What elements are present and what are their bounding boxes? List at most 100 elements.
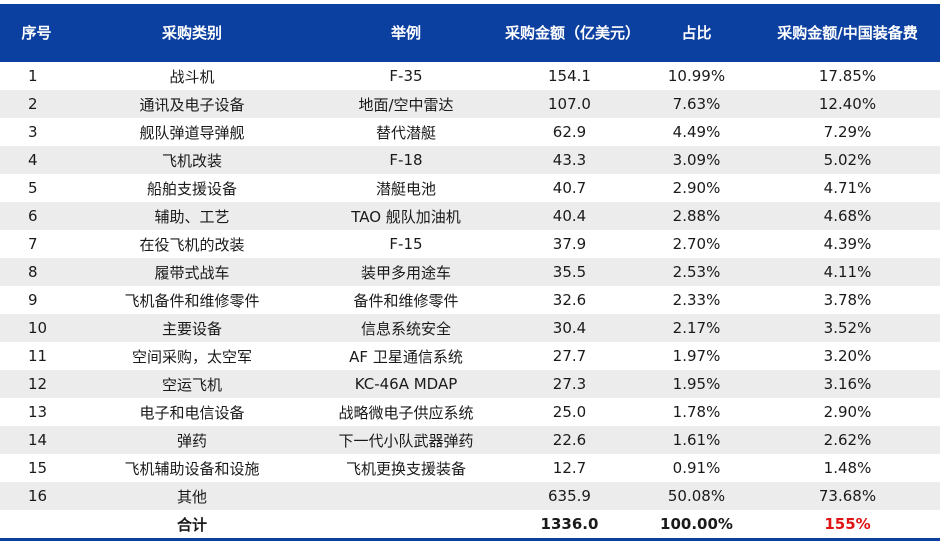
table-row: 13 电子和电信设备 战略微电子供应系统 25.0 1.78% 2.90%: [0, 398, 940, 426]
row-category: 辅助、工艺: [73, 202, 311, 230]
row-example: 下一代小队武器弹药: [311, 426, 501, 454]
total-index-cell: [0, 510, 73, 541]
row-amount: 62.9: [552, 123, 587, 141]
row-category: 主要设备: [73, 314, 311, 342]
row-ratio: 4.68%: [755, 202, 940, 230]
row-category: 飞机改装: [73, 146, 311, 174]
table-row: 10 主要设备 信息系统安全 30.4 2.17% 3.52%: [0, 314, 940, 342]
total-share: 100.00%: [638, 510, 755, 541]
header-amount: 采购金额（亿美元）: [501, 4, 640, 62]
table-body: 1 战斗机 F-35 154.1 10.99% 17.85% 2 通讯及电子设备 地面/空中雷达…: [0, 62, 940, 541]
row-category: 空运飞机: [73, 370, 311, 398]
row-amount: 27.7: [552, 347, 587, 365]
table-header: 序号 采购类别 举例 采购金额（亿美元） 占比 采购金额/中国装备费: [0, 4, 940, 62]
row-example: 装甲多用途车: [311, 258, 501, 286]
total-ratio: 155%: [755, 510, 940, 541]
row-category: 其他: [73, 482, 311, 510]
row-share: 2.53%: [638, 258, 755, 286]
table-row: 9 飞机备件和维修零件 备件和维修零件 32.6 2.33% 3.78%: [0, 286, 940, 314]
row-amount: 635.9: [501, 482, 638, 510]
row-example: [311, 482, 501, 510]
row-index: 3: [28, 123, 38, 141]
row-category: 通讯及电子设备: [73, 90, 311, 118]
table-row: 8 履带式战车 装甲多用途车 35.5 2.53% 4.11%: [0, 258, 940, 286]
row-ratio: 3.20%: [823, 347, 872, 365]
row-amount: 37.9: [552, 235, 587, 253]
row-example: 信息系统安全: [311, 314, 501, 342]
total-amount: 1336.0: [501, 510, 638, 541]
row-index: 14: [0, 426, 73, 454]
table-row: 14 弹药 下一代小队武器弹药 22.6 1.61% 2.62%: [0, 426, 940, 454]
row-ratio: 5.02%: [755, 146, 940, 174]
table-row: 4 飞机改装 F-18 43.3 3.09% 5.02%: [0, 146, 940, 174]
row-category: 履带式战车: [73, 258, 311, 286]
row-category: 船舶支援设备: [146, 179, 237, 198]
table-row: 7 在役飞机的改装 F-15 37.9 2.70% 4.39%: [0, 230, 940, 258]
row-category: 舰队弹道导弹舰: [139, 123, 245, 142]
row-category: 飞机辅助设备和设施: [124, 459, 260, 478]
row-example: 潜艇电池: [375, 179, 436, 198]
total-example-cell: [311, 510, 501, 541]
row-category: 飞机备件和维修零件: [124, 291, 260, 310]
row-example: F-35: [389, 67, 423, 85]
row-share: 10.99%: [667, 67, 726, 85]
row-share: 50.08%: [638, 482, 755, 510]
table-row: 16 其他 635.9 50.08% 73.68%: [0, 482, 940, 510]
row-index: 10: [0, 314, 73, 342]
row-ratio: 3.16%: [755, 370, 940, 398]
row-example: F-18: [311, 146, 501, 174]
row-example: 战略微电子供应系统: [338, 403, 474, 422]
table-row: 5 船舶支援设备 潜艇电池 40.7 2.90% 4.71%: [0, 174, 940, 202]
row-ratio: 2.90%: [823, 403, 872, 421]
table-row: 6 辅助、工艺 TAO 舰队加油机 40.4 2.88% 4.68%: [0, 202, 940, 230]
table-row: 1 战斗机 F-35 154.1 10.99% 17.85%: [0, 62, 940, 90]
table-row: 12 空运飞机 KC-46A MDAP 27.3 1.95% 3.16%: [0, 370, 940, 398]
row-example: 备件和维修零件: [353, 291, 459, 310]
row-index: 1: [28, 67, 38, 85]
row-index: 5: [28, 179, 38, 197]
row-index: 16: [0, 482, 73, 510]
row-example: 地面/空中雷达: [311, 90, 501, 118]
row-example: 飞机更换支援装备: [345, 459, 466, 478]
total-row: 合计 1336.0 100.00% 155%: [0, 510, 940, 541]
row-category: 电子和电信设备: [139, 403, 245, 422]
row-ratio: 73.68%: [755, 482, 940, 510]
row-share: 0.91%: [672, 459, 721, 477]
table-row: 2 通讯及电子设备 地面/空中雷达 107.0 7.63% 12.40%: [0, 90, 940, 118]
row-index: 8: [0, 258, 73, 286]
row-ratio: 7.29%: [823, 123, 872, 141]
row-share: 1.61%: [638, 426, 755, 454]
row-amount: 12.7: [552, 459, 587, 477]
row-amount: 40.7: [552, 179, 587, 197]
row-share: 4.49%: [672, 123, 721, 141]
row-ratio: 12.40%: [755, 90, 940, 118]
row-index: 15: [28, 459, 48, 477]
row-index: 9: [28, 291, 38, 309]
row-amount: 27.3: [501, 370, 638, 398]
row-category: 弹药: [73, 426, 311, 454]
row-category: 战斗机: [169, 67, 215, 86]
table-row: 15 飞机辅助设备和设施 飞机更换支援装备 12.7 0.91% 1.48%: [0, 454, 940, 482]
row-share: 1.95%: [638, 370, 755, 398]
row-category: 在役飞机的改装: [139, 235, 245, 254]
row-ratio: 4.71%: [823, 179, 872, 197]
procurement-table: 序号 采购类别 举例 采购金额（亿美元） 占比 采购金额/中国装备费 1 战斗机 F…: [0, 4, 940, 541]
row-share: 2.17%: [638, 314, 755, 342]
row-amount: 32.6: [552, 291, 587, 309]
row-index: 2: [0, 90, 73, 118]
row-share: 3.09%: [638, 146, 755, 174]
top-strip: [0, 0, 940, 4]
row-share: 2.70%: [672, 235, 721, 253]
table-row: 11 空间采购，太空军 AF 卫星通信系统 27.7 1.97% 3.20%: [0, 342, 940, 370]
header-row: 序号 采购类别 举例 采购金额（亿美元） 占比 采购金额/中国装备费: [0, 4, 940, 62]
row-amount: 154.1: [548, 67, 591, 85]
row-amount: 107.0: [501, 90, 638, 118]
row-index: 4: [0, 146, 73, 174]
header-share: 占比: [638, 4, 755, 62]
header-ratio: 采购金额/中国装备费: [755, 4, 940, 62]
row-example: F-15: [389, 235, 423, 253]
row-ratio: 2.62%: [755, 426, 940, 454]
row-index: 6: [0, 202, 73, 230]
header-example: 举例: [311, 4, 501, 62]
row-ratio: 1.48%: [823, 459, 872, 477]
